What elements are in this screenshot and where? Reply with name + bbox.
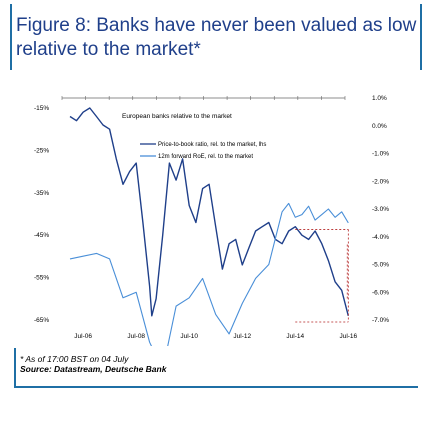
- y-right-tick-labels: 1.0% 0.0% -1.0% -2.0% -3.0% -4.0% -5.0% -6.0% -7…: [372, 95, 389, 324]
- series-group: [69, 107, 349, 346]
- chart-title: European banks relative to the market: [122, 113, 232, 120]
- y-right-tick-label: 1.0%: [372, 95, 387, 102]
- y-right-tick-label: -1.0%: [372, 151, 389, 158]
- y-left-tick-label: -35%: [34, 190, 49, 197]
- y-left-tick-label: -45%: [34, 232, 49, 239]
- y-left-tick-label: -65%: [34, 317, 49, 324]
- source-note: Source: Datastream, Deutsche Bank: [20, 364, 167, 374]
- series-line-price-to-book: [69, 107, 349, 317]
- top-tick-marks: [61, 96, 346, 100]
- reference-lines: [295, 229, 349, 323]
- y-left-tick-label: -15%: [34, 105, 49, 112]
- chart: -15% -25% -35% -45% -55% -65% 1.0% 0.0% -1.0% -2…: [34, 95, 389, 346]
- y-right-tick-label: -3.0%: [372, 206, 389, 213]
- x-tick-label: Jul-10: [180, 333, 198, 340]
- legend-label-roe: 12m forward RoE, rel. to the market: [158, 154, 253, 160]
- x-tick-label: Jul-06: [74, 333, 92, 340]
- footnote-box: * As of 17:00 BST on 04 July Source: Dat…: [14, 348, 418, 388]
- y-left-tick-labels: -15% -25% -35% -45% -55% -65%: [34, 105, 49, 324]
- x-tick-label: Jul-16: [339, 333, 357, 340]
- x-tick-labels: Jul-06 Jul-08 Jul-10 Jul-12 Jul-14 Jul-16: [74, 333, 357, 340]
- y-right-tick-label: 0.0%: [372, 123, 387, 130]
- y-right-tick-label: -4.0%: [372, 234, 389, 241]
- footnote: * As of 17:00 BST on 04 July: [20, 354, 129, 364]
- y-left-tick-label: -55%: [34, 275, 49, 282]
- y-right-tick-label: -5.0%: [372, 262, 389, 269]
- page-title: Figure 8: Banks have never been valued a…: [16, 15, 417, 60]
- series-line-roe: [69, 202, 349, 346]
- x-tick-label: Jul-12: [233, 333, 251, 340]
- y-right-tick-label: -2.0%: [372, 178, 389, 185]
- x-tick-label: Jul-14: [286, 333, 304, 340]
- title-frame: [10, 4, 422, 70]
- y-left-tick-label: -25%: [34, 147, 49, 154]
- legend-label-price-to-book: Price-to-book ratio, rel. to the market,…: [158, 142, 266, 148]
- x-tick-label: Jul-08: [127, 333, 145, 340]
- y-right-tick-label: -7.0%: [372, 317, 389, 324]
- y-right-tick-label: -6.0%: [372, 289, 389, 296]
- legend: Price-to-book ratio, rel. to the market,…: [140, 142, 266, 160]
